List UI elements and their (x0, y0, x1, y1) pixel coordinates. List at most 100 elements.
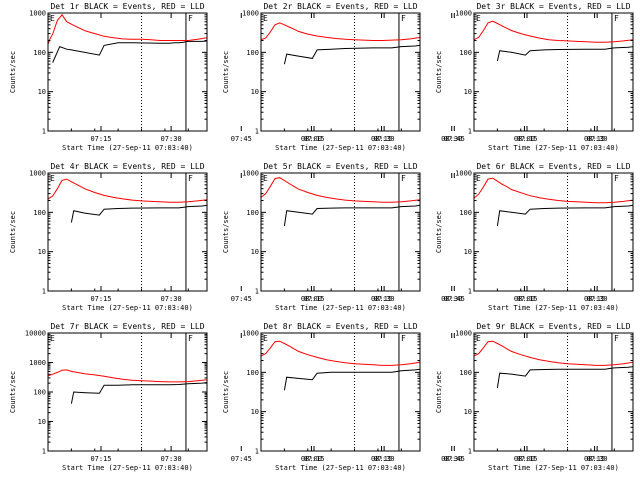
x-tick-label: 07:15 (90, 455, 111, 463)
y-axis-label: Counts/sec (435, 371, 443, 413)
y-tick-label: 100 (459, 209, 472, 217)
marker-label: F (401, 14, 406, 23)
panel-title: Det 6r BLACK = Events, RED = LLD (476, 162, 630, 171)
events-series-line (496, 204, 633, 227)
x-tick-label: 08:00 (514, 135, 535, 143)
x-tick-label: 08:15 (584, 295, 605, 303)
y-tick-label: 10 (38, 248, 46, 256)
x-tick-label: 07:30 (374, 135, 395, 143)
marker-label: E (476, 174, 481, 183)
lld-series-line (261, 177, 420, 203)
y-tick-label: 1 (468, 448, 472, 456)
x-tick-label: 07:45 (231, 295, 252, 303)
marker-label: F (614, 14, 619, 23)
axis-frame (47, 172, 208, 292)
events-series-line (496, 46, 633, 62)
x-tick-label: 07:15 (90, 135, 111, 143)
detector-panel: Det 9r BLACK = Events, RED = LLD E F E 1 10 10… (435, 322, 634, 472)
y-tick-label: 100 (459, 369, 472, 377)
x-axis-label: Start Time (27-Sep-11 07:03:40) (62, 144, 193, 152)
lld-series-line (48, 13, 207, 45)
y-axis-label: Counts/sec (9, 371, 17, 413)
x-tick-label: 07:30 (374, 455, 395, 463)
x-tick-label: 07:15 (303, 295, 324, 303)
x-tick-label: 07:15 (516, 455, 537, 463)
marker-label: F (188, 14, 193, 23)
x-tick-label: 08:15 (371, 455, 392, 463)
y-axis-label: Counts/sec (222, 371, 230, 413)
lld-series-line (48, 369, 207, 383)
marker-label: F (401, 334, 406, 343)
x-tick-label: 08:15 (371, 135, 392, 143)
y-tick-label: 100 (246, 209, 259, 217)
y-tick-label: 1 (42, 288, 46, 296)
panel-title: Det 4r BLACK = Events, RED = LLD (50, 162, 204, 171)
marker-label: E (565, 14, 570, 23)
y-tick-label: 1 (468, 128, 472, 136)
x-tick-label: 08:30 (441, 295, 462, 303)
events-series-line (70, 381, 207, 404)
y-axis-label: Counts/sec (435, 211, 443, 253)
x-axis-label: Start Time (27-Sep-11 07:03:40) (488, 464, 619, 472)
x-tick-label: 07:30 (374, 295, 395, 303)
axis-frame (260, 172, 421, 292)
y-tick-label: 10 (38, 418, 46, 426)
x-tick-label: 07:15 (90, 295, 111, 303)
x-tick-label: 07:30 (587, 455, 608, 463)
marker-label: E (50, 174, 55, 183)
x-tick-label: 07:45 (444, 295, 465, 303)
marker-label: E (50, 334, 55, 343)
y-tick-label: 1000 (29, 10, 46, 18)
x-tick-label: 07:45 (444, 455, 465, 463)
x-tick-label: 08:30 (441, 455, 462, 463)
y-tick-label: 100 (33, 389, 46, 397)
x-tick-label: 08:15 (371, 295, 392, 303)
marker-label: E (476, 334, 481, 343)
x-tick-label: 07:15 (516, 135, 537, 143)
x-tick-label: 08:15 (584, 455, 605, 463)
y-tick-label: 1 (255, 448, 259, 456)
marker-label: E (352, 14, 357, 23)
lld-series-line (48, 178, 207, 203)
y-tick-label: 1000 (29, 359, 46, 367)
events-series-line (52, 40, 207, 63)
detector-panel: Det 3r BLACK = Events, RED = LLD E F E 1 10 10… (435, 2, 634, 152)
x-tick-label: 08:00 (514, 455, 535, 463)
marker-label: E (263, 334, 268, 343)
x-tick-label: 07:30 (161, 455, 182, 463)
x-tick-label: 07:45 (231, 135, 252, 143)
events-series-line (496, 366, 633, 389)
axis-frame (47, 12, 208, 132)
axis-frame (473, 12, 634, 132)
marker-label: E (565, 334, 570, 343)
panel-title: Det 1r BLACK = Events, RED = LLD (50, 2, 204, 11)
y-tick-label: 10 (464, 408, 472, 416)
marker-label: E (352, 334, 357, 343)
marker-label: F (614, 334, 619, 343)
x-tick-label: 07:45 (231, 455, 252, 463)
y-tick-label: 10 (251, 408, 259, 416)
lld-series-line (474, 20, 633, 43)
x-axis-label: Start Time (27-Sep-11 07:03:40) (275, 144, 406, 152)
y-tick-label: 1000 (455, 170, 472, 178)
panel-title: Det 7r BLACK = Events, RED = LLD (50, 322, 204, 331)
marker-label: F (188, 174, 193, 183)
x-tick-label: 07:15 (303, 135, 324, 143)
y-axis-label: Counts/sec (435, 51, 443, 93)
x-tick-label: 08:00 (301, 135, 322, 143)
y-axis-label: Counts/sec (222, 211, 230, 253)
axis-frame (473, 332, 634, 452)
y-axis-label: Counts/sec (9, 211, 17, 253)
x-axis-label: Start Time (27-Sep-11 07:03:40) (275, 304, 406, 312)
y-tick-label: 10000 (25, 330, 46, 338)
y-tick-label: 100 (246, 369, 259, 377)
y-tick-label: 1000 (242, 330, 259, 338)
marker-label: F (614, 174, 619, 183)
y-tick-label: 1 (255, 128, 259, 136)
marker-label: E (263, 174, 268, 183)
lld-series-line (474, 340, 633, 366)
detector-panel: Det 7r BLACK = Events, RED = LLD E F E 1 10 10… (9, 322, 462, 472)
